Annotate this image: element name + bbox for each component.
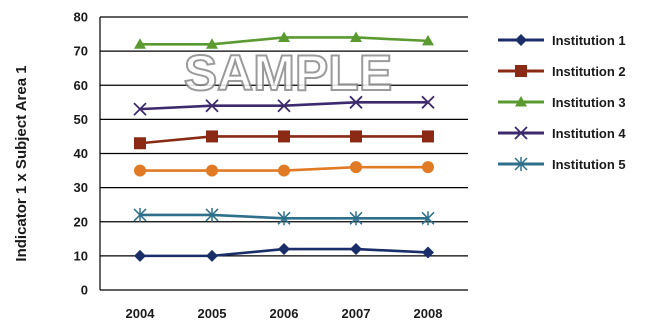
legend-item: Institution 4 — [498, 126, 626, 141]
x-tick-label: 2004 — [126, 306, 156, 321]
y-tick-label: 40 — [74, 146, 88, 161]
y-tick-labels: 0 10 20 30 40 50 60 70 80 — [74, 10, 88, 298]
y-tick-label: 10 — [74, 248, 88, 263]
y-tick-label: 0 — [81, 283, 88, 298]
data-point — [515, 65, 527, 77]
data-point — [206, 164, 218, 177]
data-point — [206, 249, 218, 262]
legend-item: Institution 2 — [498, 64, 626, 79]
legend-label: Institution 4 — [552, 126, 626, 141]
x-tick-labels: 2004 2005 2006 2007 2008 — [126, 306, 443, 321]
data-point — [205, 207, 219, 222]
data-point — [422, 161, 434, 174]
legend: Institution 1 Institution 2 Institution 3 I… — [498, 33, 626, 172]
data-point — [277, 211, 291, 226]
data-point — [133, 207, 147, 222]
legend-item: Institution 1 — [498, 33, 626, 48]
y-tick-label: 50 — [74, 112, 88, 127]
data-point — [278, 164, 290, 177]
x-tick-label: 2006 — [270, 306, 299, 321]
legend-label: Institution 3 — [552, 95, 626, 110]
data-point — [421, 95, 435, 109]
series-institution-4 — [133, 95, 435, 116]
series-institution-1 — [134, 243, 434, 262]
series-institution-3 — [134, 31, 434, 49]
y-tick-label: 80 — [74, 10, 88, 25]
x-tick-label: 2007 — [342, 306, 371, 321]
data-point — [514, 157, 528, 171]
data-point — [422, 130, 434, 143]
legend-item: Institution 3 — [498, 95, 626, 110]
data-point — [134, 38, 146, 49]
data-point — [349, 211, 363, 226]
data-point — [515, 96, 527, 107]
series-institution-2 — [134, 130, 434, 150]
data-point — [133, 102, 147, 116]
data-point — [349, 95, 363, 109]
legend-item: Institution 5 — [498, 157, 626, 172]
data-point — [278, 130, 290, 143]
series-institution-5 — [133, 207, 435, 226]
series-group — [133, 31, 435, 262]
data-point — [134, 137, 146, 150]
x-tick-label: 2005 — [198, 306, 227, 321]
data-point — [421, 211, 435, 226]
data-point — [515, 34, 527, 46]
data-point — [514, 126, 528, 140]
data-point — [350, 161, 362, 174]
series-unlabeled — [134, 161, 434, 177]
data-point — [205, 99, 219, 113]
legend-label: Institution 1 — [552, 33, 626, 48]
data-point — [350, 130, 362, 143]
data-point — [278, 31, 290, 42]
data-point — [350, 243, 362, 256]
legend-label: Institution 5 — [552, 157, 626, 172]
y-axis-label: Indicator 1 x Subject Area 1 — [13, 65, 30, 261]
y-tick-label: 70 — [74, 44, 88, 59]
data-point — [422, 246, 434, 259]
data-point — [350, 31, 362, 42]
data-point — [278, 243, 290, 256]
data-point — [277, 99, 291, 113]
y-tick-label: 60 — [74, 78, 88, 93]
watermark: SAMPLE — [184, 45, 392, 101]
data-point — [134, 249, 146, 262]
data-point — [134, 164, 146, 177]
x-tick-label: 2008 — [414, 306, 443, 321]
y-tick-label: 30 — [74, 180, 88, 195]
data-point — [422, 34, 434, 46]
y-tick-label: 20 — [74, 214, 88, 229]
data-point — [206, 130, 218, 143]
legend-label: Institution 2 — [552, 64, 626, 79]
data-point — [206, 38, 218, 49]
